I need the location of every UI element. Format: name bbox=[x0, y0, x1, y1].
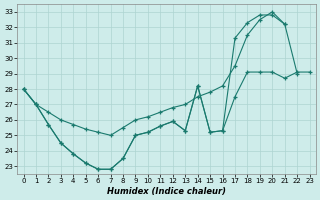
X-axis label: Humidex (Indice chaleur): Humidex (Indice chaleur) bbox=[107, 187, 226, 196]
